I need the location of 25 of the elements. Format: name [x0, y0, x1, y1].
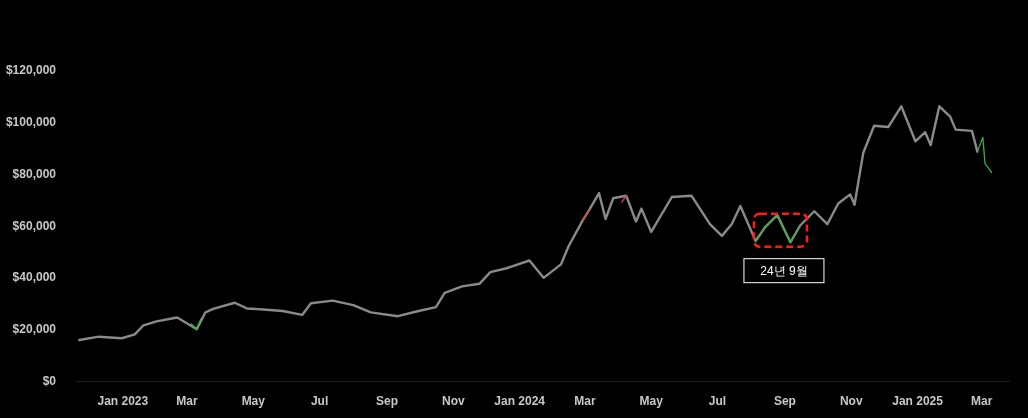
- y-tick-label: $100,000: [5, 114, 57, 129]
- y-tick-label: $80,000: [12, 166, 57, 181]
- y-tick-label: $120,000: [5, 63, 57, 77]
- x-tick-label: Jan 2025: [892, 394, 944, 408]
- line-series: [976, 136, 993, 174]
- x-tick-label: Jul: [310, 394, 329, 408]
- x-tick-label: Sep: [376, 394, 399, 408]
- x-tick-label: Jul: [708, 394, 727, 408]
- line-series: [754, 214, 801, 243]
- y-tick-label: $0: [42, 374, 57, 388]
- y-tick-label: $20,000: [12, 322, 57, 337]
- x-tick-label: Nov: [442, 394, 466, 408]
- y-tick-label: $60,000: [12, 218, 57, 233]
- line-series: [78, 105, 979, 342]
- x-tick-label: Mar: [176, 394, 198, 408]
- annotation: 24년 9월: [760, 263, 808, 278]
- x-tick-label: May: [639, 394, 664, 408]
- x-tick-label: Jan 2024: [494, 394, 546, 408]
- x-tick-label: Nov: [839, 394, 863, 408]
- x-tick-label: May: [241, 394, 266, 408]
- x-tick-label: Mar: [971, 394, 993, 408]
- x-tick-label: Jan 2023: [97, 394, 149, 408]
- y-tick-label: $40,000: [12, 270, 57, 285]
- x-tick-label: Mar: [574, 394, 596, 408]
- x-tick-label: Sep: [773, 394, 796, 408]
